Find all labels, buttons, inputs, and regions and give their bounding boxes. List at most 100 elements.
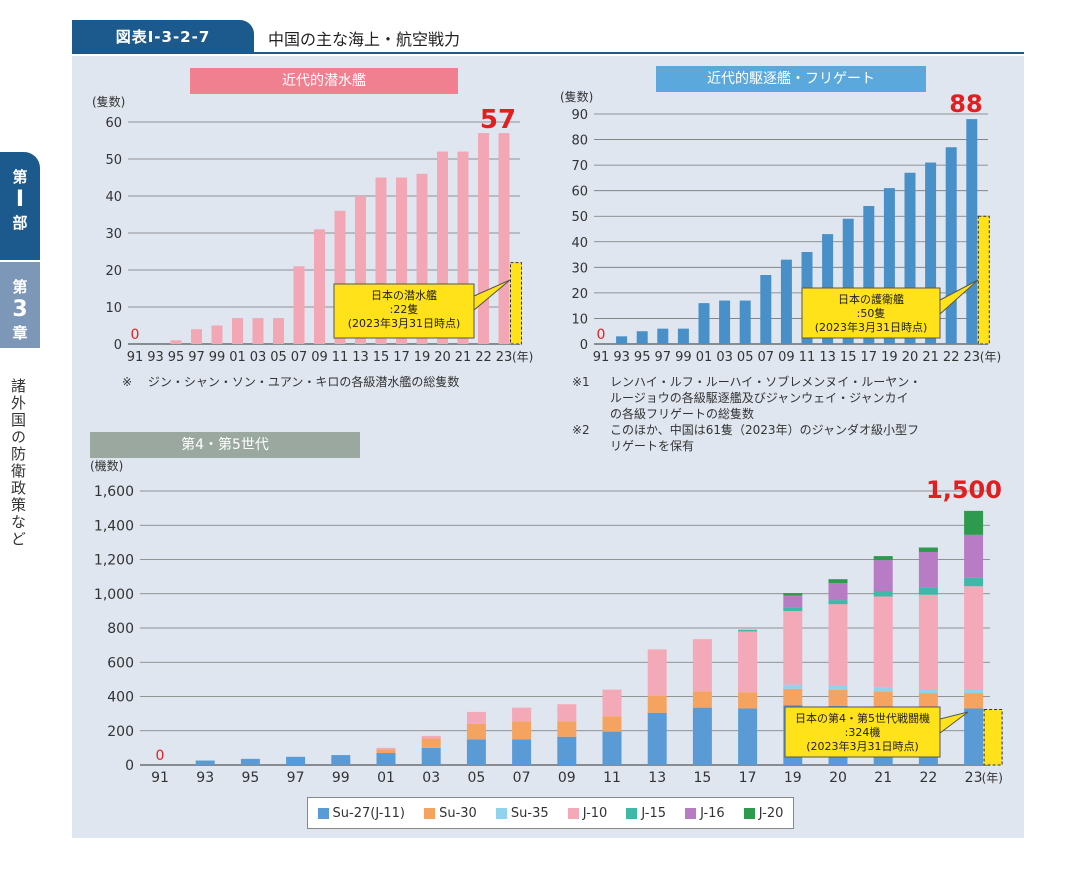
bar-segment (602, 689, 622, 717)
legend-item-j16: J-16 (685, 806, 725, 821)
x-tick-label: 09 (311, 350, 328, 365)
y-tick-label: 400 (107, 690, 134, 706)
bar-segment (918, 688, 938, 694)
x-tick-label: 07 (291, 350, 308, 365)
bar-segment (873, 691, 893, 709)
legend-label-j15: J-15 (641, 805, 667, 821)
bar-segment (828, 604, 848, 686)
bar-segment (376, 747, 396, 750)
bar-segment (421, 747, 441, 765)
y-tick-label: 50 (571, 210, 588, 225)
y-tick-label: 800 (107, 621, 134, 637)
tab-chapter-char2: 3 (12, 297, 28, 322)
bar (698, 303, 710, 344)
y-axis-title: (隻数) (560, 89, 593, 104)
bar-segment (738, 629, 758, 632)
x-tick-label: 97 (188, 350, 205, 365)
y-tick-label: 1,400 (94, 518, 134, 534)
y-tick-label: 70 (571, 159, 588, 174)
y-axis-title: (機数) (90, 458, 123, 473)
x-tick-label: 93 (147, 350, 164, 365)
bar-segment (557, 704, 577, 722)
bar-segment (647, 695, 667, 713)
header-rule (72, 52, 1024, 54)
bar-segment (828, 600, 848, 605)
legend-swatch-j20 (743, 807, 755, 819)
japan-callout-box (333, 283, 475, 339)
y-tick-label: 1,600 (94, 484, 134, 500)
x-tick-label: 03 (716, 350, 733, 365)
submarine-chart-title: 近代的潜水艦 (190, 68, 458, 94)
x-tick-label: 20 (434, 350, 451, 365)
destroyer-note1-line1: レンハイ・ルフ・ルーハイ・ソブレメンヌイ・ルーヤン・ (610, 375, 922, 389)
bar-segment (873, 687, 893, 692)
x-tick-label: 15 (373, 350, 390, 365)
tab-part-char3: 部 (12, 214, 28, 232)
x-tick-label: 17 (393, 350, 410, 365)
bar (416, 173, 428, 344)
japan-callout-text: :22隻 (390, 302, 419, 316)
x-tick-label: 91 (127, 350, 144, 365)
bar (457, 151, 469, 344)
fighter-chart-title: 第4・第5世代 (90, 432, 360, 458)
bar-segment (783, 593, 803, 596)
bar (498, 133, 510, 344)
bar-segment (918, 547, 938, 552)
x-tick-label: 21 (874, 770, 892, 786)
japan-callout-text: (2023年3月31日時点) (815, 320, 928, 334)
bar (273, 318, 284, 344)
x-tick-label: 05 (467, 770, 485, 786)
destroyer-note1-mark: ※1 (572, 375, 590, 389)
bar-segment (466, 711, 486, 724)
x-tick-label: 93 (196, 770, 214, 786)
x-tick-label: 19 (784, 770, 802, 786)
legend-swatch-j16 (685, 807, 697, 819)
x-tick-label: 09 (558, 770, 576, 786)
submarine-note-mark: ※ (122, 375, 133, 389)
x-tick-label: 22 (943, 350, 960, 365)
x-tick-label: 17 (861, 350, 878, 365)
y-tick-label: 0 (580, 338, 588, 353)
chapter-title: 諸外国の防衛政策など (9, 378, 27, 548)
bar-segment (376, 749, 396, 754)
x-tick-label: 13 (819, 350, 836, 365)
x-tick-label: 23 (496, 350, 513, 365)
bar-segment (557, 736, 577, 765)
bar (355, 196, 366, 344)
bar-segment (466, 723, 486, 740)
x-tick-label: 19 (881, 350, 898, 365)
bar-segment (873, 596, 893, 688)
y-tick-label: 1,200 (94, 553, 134, 569)
y-tick-label: 10 (105, 301, 122, 316)
bar-segment (195, 760, 215, 765)
y-tick-label: 600 (107, 655, 134, 671)
bar (478, 133, 489, 344)
x-tick-label: 07 (758, 350, 775, 365)
x-tick-label: 03 (422, 770, 440, 786)
destroyer-note2-mark: ※2 (572, 423, 590, 437)
tab-chapter-char1: 第 (12, 278, 28, 296)
y-tick-label: 10 (571, 312, 588, 327)
legend-label-j20: J-20 (758, 805, 784, 821)
bar-segment (918, 594, 938, 689)
tab-part-char2: Ⅰ (15, 187, 25, 212)
x-tick-label: 05 (737, 350, 754, 365)
japan-callout-text: 日本の第4・第5世代戦闘機 (795, 711, 930, 725)
japan-callout-text: :324機 (845, 725, 881, 739)
bar-segment (783, 611, 803, 685)
legend-label-j16: J-16 (700, 805, 725, 821)
bar-segment (918, 551, 938, 588)
bar-segment (557, 721, 577, 737)
y-tick-label: 0 (114, 338, 122, 353)
bar-segment (738, 631, 758, 693)
side-tab-part: 第 Ⅰ 部 (0, 152, 40, 260)
y-tick-label: 1,000 (94, 587, 134, 603)
bar-segment (512, 707, 532, 722)
bar (232, 318, 243, 344)
legend-label-su30: Su-30 (439, 805, 477, 821)
bar (170, 340, 182, 344)
x-tick-label: 93 (613, 350, 630, 365)
bar (314, 229, 325, 344)
x-tick-label: 97 (655, 350, 672, 365)
